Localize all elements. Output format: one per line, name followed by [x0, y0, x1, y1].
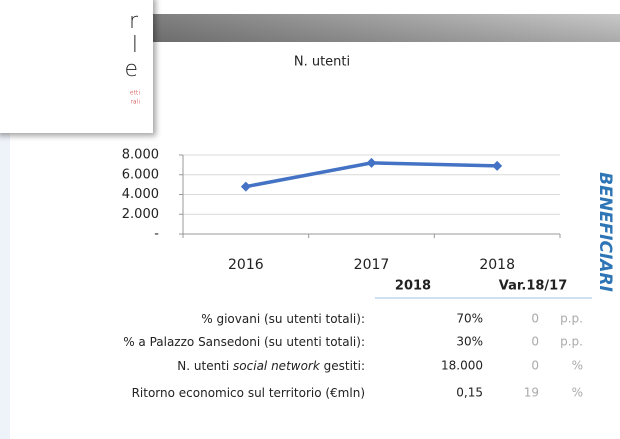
- table-header: 2018: [395, 279, 431, 294]
- y-tick-label: 8.000: [122, 148, 159, 163]
- row-label: Ritorno economico sul territorio (€mln): [132, 386, 365, 400]
- y-tick-label: 6.000: [122, 167, 159, 182]
- row-label-part: gestiti:: [320, 359, 365, 373]
- header-bar-shade: [150, 14, 620, 42]
- table-header: Var.18/17: [499, 279, 568, 294]
- row-label-part: N. utenti: [177, 359, 233, 373]
- y-tick-label: -: [154, 227, 159, 242]
- marker: [240, 181, 251, 192]
- marker: [492, 160, 503, 171]
- row-unit: p.p.: [560, 335, 583, 349]
- row-unit: %: [572, 386, 583, 400]
- row-unit: p.p.: [560, 312, 583, 326]
- row-value: 0,15: [456, 386, 483, 400]
- side-label: BENEFICIARI: [595, 172, 615, 292]
- row-value: 70%: [456, 312, 483, 326]
- y-tick-label: 4.000: [122, 187, 159, 202]
- row-value: 18.000: [441, 359, 483, 373]
- logo: rle etti rali: [124, 9, 140, 106]
- logo-text: rali: [131, 99, 140, 106]
- row-var: 0: [531, 312, 539, 326]
- logo-text: l: [132, 33, 138, 58]
- logo-text: r: [129, 9, 139, 34]
- chart-title: N. utenti: [294, 55, 350, 70]
- row-label-part: % a Palazzo Sansedoni (su utenti totali)…: [123, 335, 365, 349]
- row-label: N. utenti social network gestiti:: [177, 359, 365, 373]
- left-strip: [0, 133, 10, 439]
- row-label-part: % giovani (su utenti totali):: [201, 312, 365, 326]
- logo-panel: [0, 0, 153, 133]
- marker: [366, 157, 377, 168]
- logo-text: etti: [130, 90, 140, 97]
- row-label: % a Palazzo Sansedoni (su utenti totali)…: [123, 335, 365, 349]
- row-var: 19: [524, 386, 539, 400]
- row-label-part: Ritorno economico sul territorio (€mln): [132, 386, 365, 400]
- y-tick-label: 2.000: [122, 207, 159, 222]
- row-value: 30%: [456, 335, 483, 349]
- row-var: 0: [531, 359, 539, 373]
- row-label: % giovani (su utenti totali):: [201, 312, 365, 326]
- row-label-part: social network: [233, 359, 321, 373]
- x-tick-label: 2017: [354, 257, 390, 273]
- row-unit: %: [572, 359, 583, 373]
- row-var: 0: [531, 335, 539, 349]
- x-tick-label: 2016: [228, 257, 264, 273]
- x-tick-label: 2018: [479, 257, 515, 273]
- logo-text: e: [124, 57, 138, 82]
